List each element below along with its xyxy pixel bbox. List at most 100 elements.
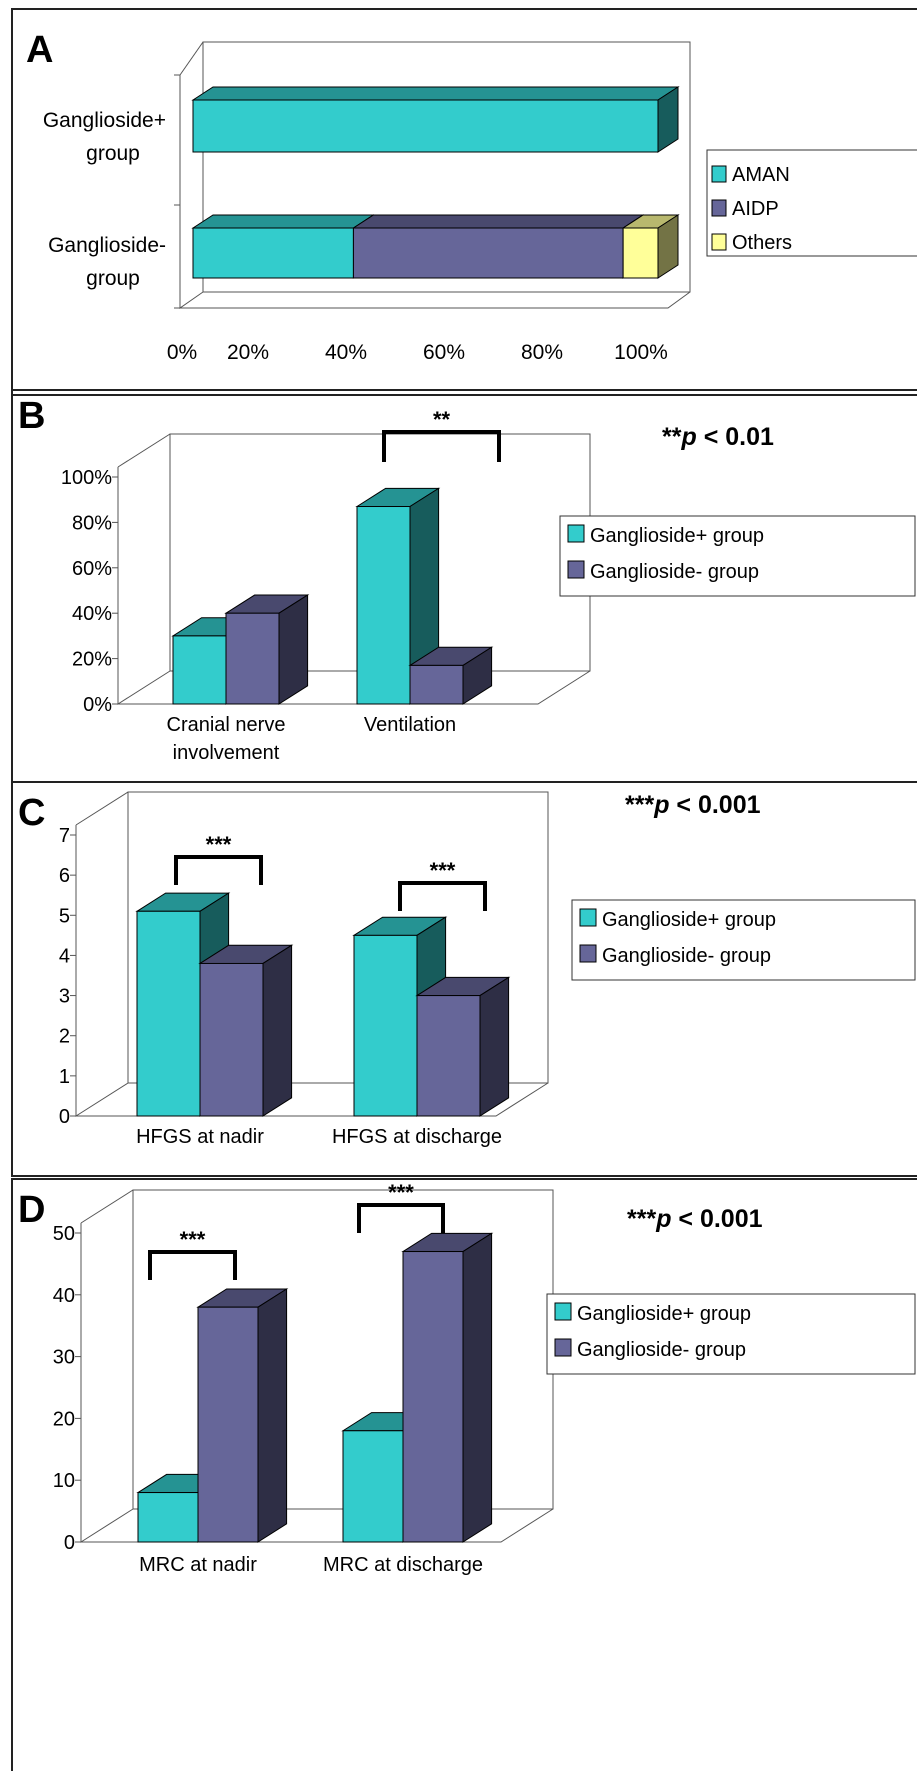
x-tick-label: 100% — [614, 341, 668, 364]
bar-gplus-1 — [136, 910, 201, 1117]
left-wall-edge — [80, 1223, 134, 1543]
legend-box — [559, 515, 916, 597]
legend-swatch — [711, 165, 727, 183]
p-value-threshold: < 0.001 — [669, 791, 760, 819]
x-tick-label: 80% — [521, 341, 563, 364]
bar-gminus-1 — [225, 612, 280, 705]
left-wall-edge — [117, 467, 171, 705]
y-tick-label: 20 — [53, 1408, 75, 1430]
bar-aman-1 — [192, 99, 659, 153]
legend-swatch — [567, 524, 585, 543]
legend-swatch — [711, 199, 727, 217]
y-tick-label: 80% — [72, 512, 112, 534]
category-label: HFGS at nadir — [136, 1126, 264, 1148]
significance-label: *** — [206, 832, 232, 857]
panel-label-c: C — [18, 792, 45, 834]
bar-aidp-2-top — [351, 214, 645, 229]
wall-top-edge — [80, 1189, 134, 1224]
y-tick-label: 60% — [72, 558, 112, 580]
y-tick-label: 6 — [59, 865, 70, 887]
chart-d: 0 10 20 30 40 50 MRC at nadir MRC at discharge *… — [53, 1180, 916, 1576]
wall-top-edge — [179, 41, 204, 76]
y-tick-label: 30 — [53, 1347, 75, 1369]
bar-aidp-2 — [352, 227, 624, 279]
x-tick-label: 40% — [325, 341, 367, 364]
x-tick-label: 0% — [167, 341, 197, 364]
y-tick-label: 3 — [59, 986, 70, 1008]
legend-label: Ganglioside+ group — [590, 525, 764, 547]
panel-a — [11, 8, 917, 396]
bar-aman-2 — [192, 227, 354, 279]
bar-gminus-2-side — [479, 976, 510, 1117]
category-label: HFGS at discharge — [332, 1126, 502, 1148]
significance-bracket — [357, 1203, 445, 1233]
p-value-annotation: ***p < 0.001 — [625, 791, 761, 819]
legend-label: Ganglioside+ group — [577, 1303, 751, 1325]
significance-bracket — [382, 430, 501, 462]
category-label: Ventilation — [364, 714, 456, 736]
category-label: Ganglioside+ — [43, 109, 166, 132]
legend-label: Ganglioside- group — [590, 561, 759, 583]
y-tick-label: 40 — [53, 1285, 75, 1307]
category-label: Ganglioside- — [48, 234, 166, 257]
category-label: MRC at discharge — [323, 1554, 483, 1576]
y-tick-label: 50 — [53, 1223, 75, 1245]
left-wall-edge — [75, 825, 129, 1117]
bar-gminus-1-side — [262, 944, 293, 1117]
legend-label: Ganglioside+ group — [602, 909, 776, 931]
significance-label: *** — [430, 858, 456, 883]
significance-label: *** — [388, 1180, 414, 1205]
y-tick-label: 7 — [59, 825, 70, 847]
bar-gplus-2 — [342, 1430, 404, 1543]
y-tick-label: 10 — [53, 1470, 75, 1492]
y-tick-label: 0% — [83, 694, 112, 716]
bar-gplus-2 — [356, 506, 411, 705]
x-tick-label: 60% — [423, 341, 465, 364]
chart-a: Ganglioside+ group Ganglioside-group 0% 20% 4… — [43, 41, 917, 364]
panel-c — [11, 781, 917, 1177]
legend-label: Others — [732, 232, 792, 254]
p-value-threshold: < 0.01 — [697, 423, 774, 451]
panel-label-d: D — [18, 1189, 45, 1231]
significance-bracket — [398, 881, 487, 911]
chart-c: 0 1 2 3 4 5 6 7 HFGS at nadir HFGS at discharge **… — [59, 791, 916, 1148]
legend-box — [706, 149, 917, 257]
legend-label: Ganglioside- group — [577, 1339, 746, 1361]
p-value-stars: ** — [662, 423, 682, 451]
legend-label: Ganglioside- group — [602, 945, 771, 967]
y-tick-label: 0 — [59, 1106, 70, 1128]
bar-gminus-1-side — [278, 594, 309, 705]
bar-gminus-2 — [416, 995, 481, 1117]
y-tick-label: 40% — [72, 603, 112, 625]
significance-label: ** — [433, 407, 451, 432]
panel-d — [11, 1178, 917, 1771]
bar-aman-2-top — [191, 214, 376, 229]
category-label: MRC at nadir — [139, 1554, 257, 1576]
significance-bracket — [148, 1250, 237, 1280]
p-value-stars: *** — [627, 1205, 656, 1233]
bar-gminus-2 — [402, 1251, 464, 1543]
y-tick-label: 100% — [61, 467, 112, 489]
y-tick-label: 4 — [59, 945, 70, 967]
chart-b: 0% 20% 40% 60% 80% 100% Cranial nerve involveme… — [61, 407, 916, 764]
bar-gminus-1-side — [257, 1288, 288, 1543]
p-value-threshold: < 0.001 — [671, 1205, 762, 1233]
legend-swatch — [579, 908, 597, 927]
p-value-symbol: p — [655, 1205, 671, 1233]
legend-box — [571, 899, 916, 981]
significance-label: *** — [180, 1227, 206, 1252]
bar-gminus-1 — [199, 962, 264, 1117]
category-label: Cranial nerve — [167, 714, 286, 736]
bar-others-2 — [622, 227, 659, 279]
y-tick-label: 1 — [59, 1066, 70, 1088]
y-tick-label: 20% — [72, 649, 112, 671]
legend-label: AIDP — [732, 198, 779, 220]
wall-top-edge — [117, 433, 171, 468]
category-label: group — [86, 142, 140, 165]
p-value-annotation: ***p < 0.001 — [627, 1205, 763, 1233]
significance-bracket — [174, 855, 263, 885]
bar-gminus-1 — [197, 1306, 259, 1543]
y-tick-label: 0 — [64, 1532, 75, 1554]
legend-swatch — [711, 233, 727, 251]
